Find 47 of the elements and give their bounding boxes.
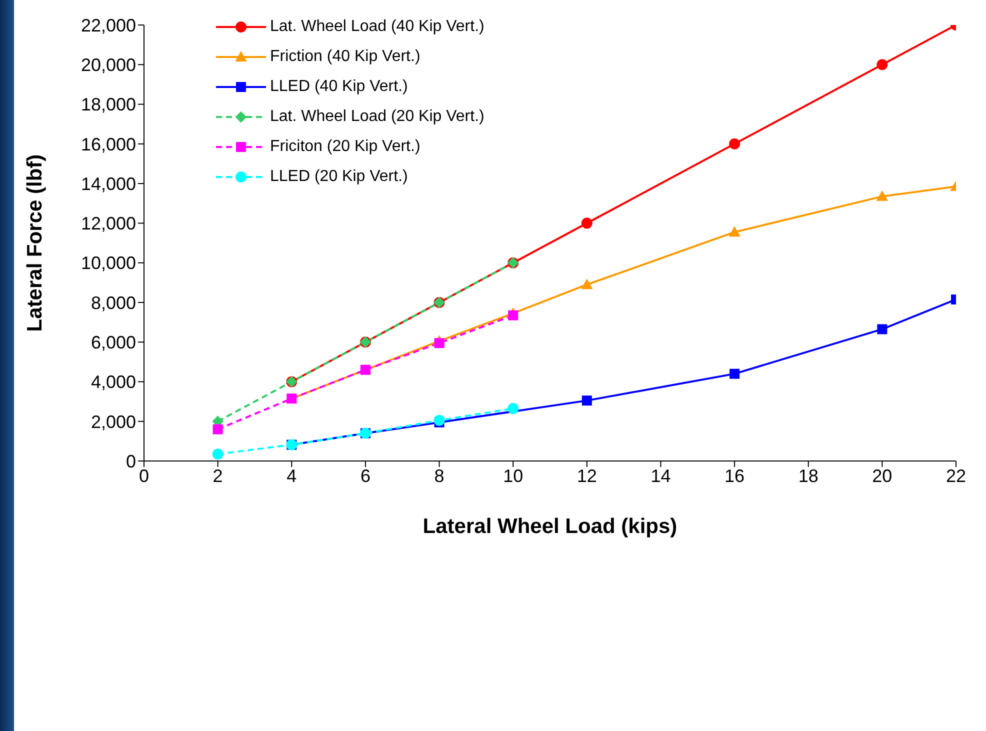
legend-label: Friciton (20 Kip Vert.) xyxy=(270,138,420,156)
legend-label: LLED (40 Kip Vert.) xyxy=(270,78,408,96)
x-tick-label: 10 xyxy=(503,466,524,486)
x-tick-label: 14 xyxy=(650,466,671,486)
point xyxy=(581,218,592,229)
y-axis-title: Lateral Force (lbf) xyxy=(23,154,46,332)
y-tick-label: 22,000 xyxy=(80,15,136,36)
x-tick-label: 18 xyxy=(798,466,818,486)
x-tick-label: 4 xyxy=(286,466,297,486)
y-tick-label: 4,000 xyxy=(90,372,136,392)
point xyxy=(876,190,888,201)
point xyxy=(508,402,519,414)
x-axis-title: Lateral Wheel Load (kips) xyxy=(422,515,678,538)
point xyxy=(582,396,592,406)
point xyxy=(581,279,592,290)
y-tick-label: 16,000 xyxy=(80,134,136,154)
x-tick-label: 20 xyxy=(872,466,892,486)
point xyxy=(729,226,740,237)
point xyxy=(729,138,740,150)
y-tick-label: 12,000 xyxy=(80,214,136,234)
y-tick-label: 10,000 xyxy=(80,253,136,274)
y-tick-label: 8,000 xyxy=(90,292,136,313)
point xyxy=(212,448,224,460)
point xyxy=(730,368,740,379)
x-tick-label: 16 xyxy=(724,466,745,486)
x-tick-label: 22 xyxy=(946,466,966,486)
legend-label: Lat. Wheel Load (40 Kip Vert.) xyxy=(270,18,484,36)
y-tick-label: 20,000 xyxy=(80,55,136,76)
point xyxy=(434,414,445,426)
x-tick-label: 12 xyxy=(576,466,597,486)
legend-label: Lat. Wheel Load (20 Kip Vert.) xyxy=(270,108,484,126)
y-tick-label: 18,000 xyxy=(80,94,136,115)
point xyxy=(434,338,444,348)
point xyxy=(877,324,888,334)
legend-label: LLED (20 Kip Vert.) xyxy=(270,168,408,186)
point xyxy=(508,310,518,320)
x-tick-label: 0 xyxy=(138,466,150,486)
y-tick-label: 2,000 xyxy=(90,412,136,432)
point xyxy=(212,424,223,434)
point xyxy=(876,59,888,70)
x-tick-label: 6 xyxy=(360,466,370,486)
x-tick-label: 2 xyxy=(212,466,223,486)
x-tick-label: 8 xyxy=(434,466,444,486)
legend-label: Friction (40 Kip Vert.) xyxy=(270,48,420,66)
y-tick-label: 14,000 xyxy=(80,174,136,194)
y-tick-label: 0 xyxy=(126,451,136,472)
y-tick-label: 6,000 xyxy=(90,332,136,352)
